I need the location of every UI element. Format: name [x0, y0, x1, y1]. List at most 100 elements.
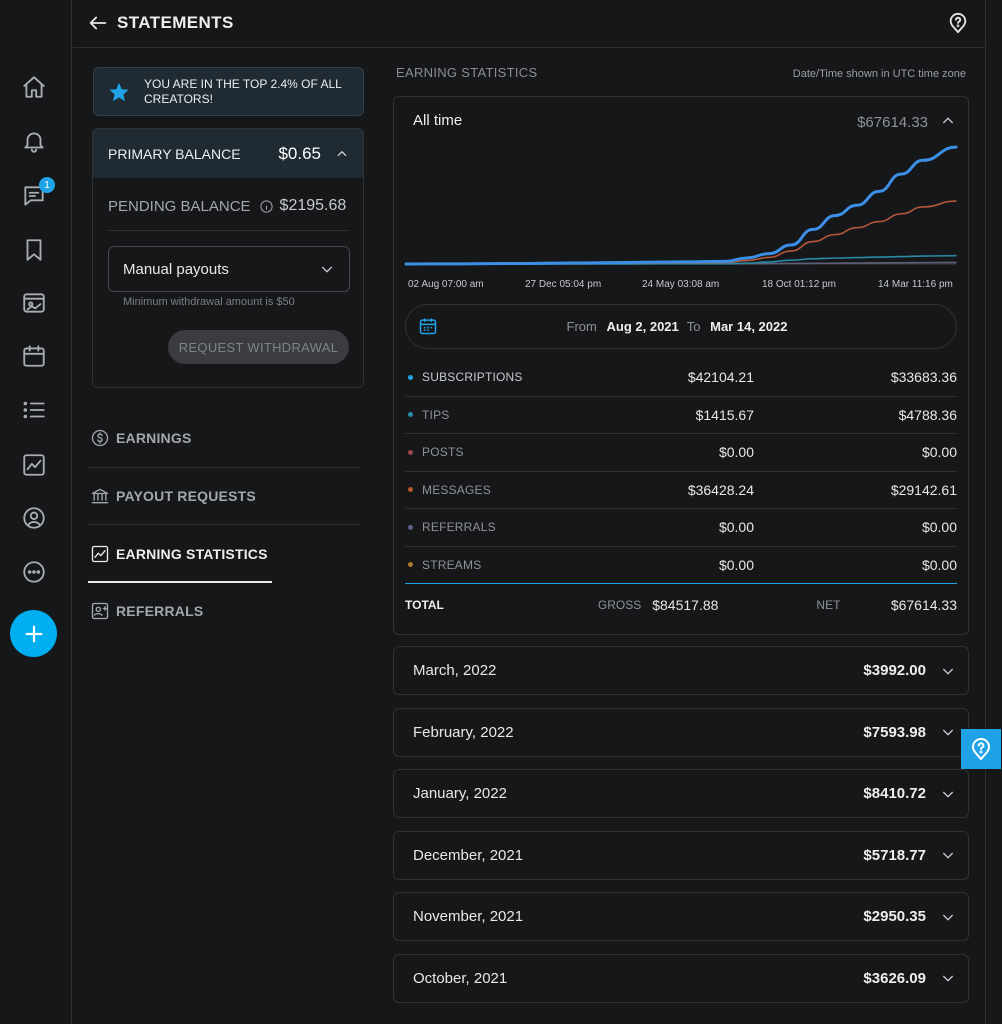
series-line-1: [405, 200, 957, 265]
statements-nav: EARNINGS PAYOUT REQUESTS EARNING STATIST…: [88, 410, 360, 640]
gross-value: $0.00: [718, 519, 754, 536]
range-label: All time: [413, 112, 463, 129]
nav-item-earning-statistics[interactable]: EARNING STATISTICS: [88, 525, 360, 583]
timezone-note: Date/Time shown in UTC time zone: [792, 68, 966, 80]
payout-method-select[interactable]: Manual payouts: [108, 246, 350, 292]
date-range-text: From Aug 2, 2021 To Mar 14, 2022: [406, 319, 956, 334]
bank-icon: [91, 488, 109, 504]
home-icon[interactable]: [17, 70, 51, 104]
left-icon-rail: 1: [0, 0, 72, 1024]
pending-balance-label: PENDING BALANCE: [108, 197, 251, 215]
series-line-0: [404, 145, 958, 266]
pending-balance-value: $2195.68: [279, 197, 347, 214]
more-icon[interactable]: [17, 555, 51, 589]
nav-item-label: REFERRALS: [116, 603, 204, 620]
month-label: March, 2022: [413, 662, 497, 679]
messages-icon[interactable]: 1: [17, 177, 55, 213]
chevron-up-icon[interactable]: [940, 113, 956, 129]
calendar-icon[interactable]: [17, 339, 51, 373]
back-arrow-icon[interactable]: [87, 12, 109, 34]
net-value: $29142.61: [890, 481, 957, 498]
date-to-label: To: [686, 319, 701, 334]
chevron-down-icon: [321, 266, 333, 273]
new-post-button[interactable]: [10, 610, 57, 657]
nav-item-earnings[interactable]: EARNINGS: [88, 410, 360, 468]
nav-item-referrals[interactable]: REFERRALS: [88, 583, 360, 641]
profile-icon[interactable]: [17, 501, 51, 535]
chevron-down-icon: [942, 975, 954, 982]
nav-item-payout-requests[interactable]: PAYOUT REQUESTS: [88, 468, 360, 525]
messages-badge: 1: [39, 177, 55, 193]
help-icon: [972, 738, 990, 760]
month-row[interactable]: December, 2021 $5718.77: [393, 830, 969, 880]
month-value: $7593.98: [863, 723, 926, 741]
request-withdrawal-button[interactable]: REQUEST WITHDRAWAL: [168, 330, 349, 364]
pending-balance: PENDING BALANCE $2195.68: [108, 197, 346, 215]
legend-dot: [408, 487, 413, 493]
list-icon[interactable]: [17, 393, 51, 427]
table-row: TIPS $1415.67 $4788.36: [405, 397, 957, 434]
total-label: TOTAL: [405, 598, 444, 612]
bell-icon[interactable]: [17, 124, 51, 158]
statistics-icon[interactable]: [17, 448, 51, 482]
x-tick-label: 24 May 03:08 am: [642, 279, 720, 290]
chart-icon: [91, 545, 109, 562]
total-row: TOTAL GROSS $84517.88 NET $67614.33: [405, 586, 957, 624]
month-row[interactable]: March, 2022 $3992.00: [393, 646, 969, 695]
primary-balance-value: $0.65: [278, 143, 321, 163]
category-label: TIPS: [422, 407, 450, 422]
page-title: STATEMENTS: [117, 13, 234, 32]
nav-item-label: EARNINGS: [116, 430, 192, 447]
category-label: REFERRALS: [422, 520, 496, 535]
chevron-up-icon: [337, 150, 347, 156]
x-tick-label: 27 Dec 05:04 pm: [525, 279, 602, 290]
month-label: November, 2021: [413, 908, 524, 925]
net-total: $67614.33: [890, 597, 957, 613]
date-to: Mar 14, 2022: [710, 319, 788, 334]
net-value: $0.00: [921, 519, 957, 536]
category-label: MESSAGES: [422, 482, 491, 497]
month-value: $8410.72: [863, 785, 926, 802]
net-value: $33683.36: [890, 369, 957, 386]
gross-value: $36428.24: [687, 481, 754, 498]
table-row: REFERRALS $0.00 $0.00: [405, 509, 957, 547]
gross-label: GROSS: [597, 598, 642, 612]
date-range-picker[interactable]: From Aug 2, 2021 To Mar 14, 2022: [405, 304, 957, 349]
vault-icon[interactable]: [17, 286, 51, 320]
net-value: $0.00: [921, 444, 957, 461]
help-icon[interactable]: [947, 12, 969, 34]
calendar-icon: [418, 316, 438, 336]
nav-item-label: PAYOUT REQUESTS: [116, 487, 256, 504]
balance-card: PRIMARY BALANCE $0.65 PENDING BALANCE $2…: [92, 128, 364, 388]
gross-total: $84517.88: [652, 597, 719, 613]
month-label: January, 2022: [413, 785, 507, 802]
month-label: October, 2021: [413, 969, 508, 987]
month-row[interactable]: October, 2021 $3626.09: [393, 953, 969, 1003]
info-icon[interactable]: [259, 199, 274, 214]
nav-item-label: EARNING STATISTICS: [116, 545, 268, 562]
x-tick-label: 14 Mar 11:16 pm: [878, 279, 953, 290]
legend-dot: [408, 412, 413, 418]
chevron-down-icon: [942, 914, 954, 921]
primary-balance-header[interactable]: PRIMARY BALANCE $0.65: [93, 129, 363, 178]
section-title: EARNING STATISTICS: [396, 65, 538, 80]
month-value: $5718.77: [863, 846, 926, 864]
table-row: SUBSCRIPTIONS $42104.21 $33683.36: [405, 359, 957, 397]
month-value: $3992.00: [863, 662, 926, 679]
primary-balance-label: PRIMARY BALANCE: [108, 145, 241, 162]
month-row[interactable]: November, 2021 $2950.35: [393, 892, 969, 941]
earning-statistics-card: All time $67614.33 02 Aug 07:00 am 27 De…: [393, 96, 969, 635]
category-label: SUBSCRIPTIONS: [422, 370, 523, 385]
gross-value: $1415.67: [695, 406, 754, 423]
divider: [108, 230, 349, 231]
bookmark-icon[interactable]: [17, 233, 51, 267]
month-row[interactable]: February, 2022 $7593.98: [393, 707, 969, 757]
net-value: $4788.36: [898, 406, 957, 423]
dollar-coin-icon: [91, 430, 109, 447]
table-row: STREAMS $0.00 $0.00: [405, 547, 957, 584]
page-border: [985, 0, 986, 1024]
month-row[interactable]: January, 2022 $8410.72: [393, 769, 969, 818]
floating-help-button[interactable]: [961, 729, 1001, 769]
referral-icon: [91, 603, 109, 620]
legend-dot: [408, 449, 413, 455]
